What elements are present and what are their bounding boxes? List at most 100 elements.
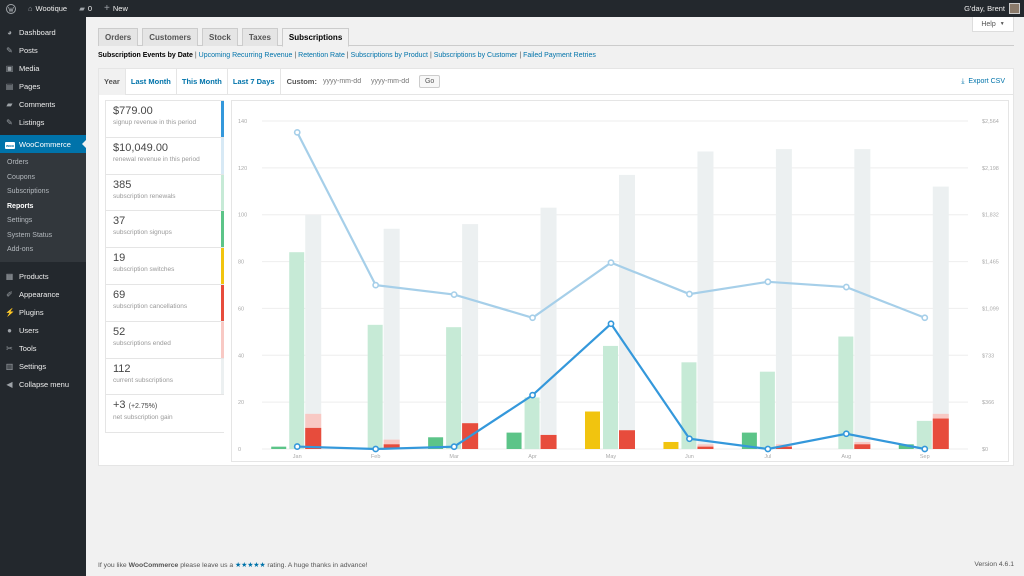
submenu-orders[interactable]: Orders: [7, 159, 29, 166]
legend-item[interactable]: 19 subscription switches: [106, 248, 224, 285]
legend-swatch: [221, 174, 224, 211]
chart-legend: $779.00 signup revenue in this period $10,…: [105, 100, 224, 434]
avatar: [1009, 3, 1020, 14]
line-point: [529, 391, 536, 399]
submenu-add-ons[interactable]: Add-ons: [7, 246, 34, 253]
range-last-month[interactable]: Last Month: [126, 68, 177, 95]
line-point: [293, 443, 301, 450]
subnav-link[interactable]: Subscriptions by Customer: [433, 52, 518, 59]
submenu-coupons[interactable]: Coupons: [7, 173, 36, 181]
legend-value: 112: [113, 362, 131, 375]
menu-label: Comments: [19, 99, 56, 109]
legend-value: 69: [113, 288, 126, 301]
bar-renewals: [759, 371, 775, 449]
box-icon: ▦: [5, 272, 14, 281]
menu-label: Tools: [19, 344, 37, 353]
admin-sidebar: ◕ Dashboard ✎ Posts ▣ Media ▤ Pages ▰ Comments ✎ Li…: [0, 17, 86, 576]
y2-tick-label: $366: [982, 400, 994, 406]
site-name-link[interactable]: ⌂ Wootique: [22, 0, 73, 17]
line-point: [686, 435, 693, 443]
tab-subscriptions[interactable]: Subscriptions: [281, 28, 350, 47]
x-tick-label: Jun: [685, 454, 694, 460]
legend-label: net subscription gain: [113, 414, 173, 422]
report-subnav: Subscription Events by Date | Upcoming R…: [98, 52, 596, 59]
y-tick-label: 80: [238, 260, 244, 266]
legend-swatch: [221, 211, 224, 248]
help-tab[interactable]: Help ▼: [972, 17, 1014, 32]
menu-products[interactable]: ▦ Products: [0, 268, 86, 286]
media-icon: ▣: [5, 63, 14, 73]
start-date-input[interactable]: [322, 78, 365, 85]
brush-icon: ✐: [6, 290, 13, 299]
range-year[interactable]: Year: [99, 68, 126, 95]
menu-plugins[interactable]: ⚡ Plugins: [0, 304, 86, 322]
subnav-link[interactable]: Subscription Events by Date: [98, 52, 193, 59]
comment-icon: ▰: [79, 4, 85, 13]
range-this-month[interactable]: This Month: [177, 68, 228, 95]
subnav-link[interactable]: Failed Payment Retries: [523, 52, 596, 59]
line-point: [293, 128, 301, 136]
tab-stock[interactable]: Stock: [202, 28, 238, 46]
go-button[interactable]: Go: [418, 75, 441, 88]
menu-label: WooCommerce: [19, 139, 71, 149]
pin-icon: ✎: [6, 117, 13, 127]
tab-orders[interactable]: Orders: [98, 28, 139, 46]
y2-tick-label: $0: [982, 447, 988, 453]
menu-media[interactable]: ▣ Media: [0, 59, 86, 77]
range-last-7-days[interactable]: Last 7 Days: [228, 68, 281, 95]
line-point: [764, 445, 772, 453]
new-content-link[interactable]: + New: [98, 0, 134, 17]
tab-taxes[interactable]: Taxes: [241, 28, 278, 46]
bar-ended: [383, 439, 400, 449]
menu-posts[interactable]: ✎ Posts: [0, 41, 86, 59]
menu-listings[interactable]: ✎ Listings: [0, 113, 86, 131]
settings-icon: ▥: [5, 362, 14, 371]
legend-item[interactable]: $779.00 signup revenue in this period: [106, 101, 224, 138]
menu-comments[interactable]: ▰ Comments: [0, 95, 86, 113]
export-csv-link[interactable]: ⤓ Export CSV: [961, 78, 1005, 86]
subnav-link[interactable]: Retention Rate: [298, 52, 345, 59]
x-tick-label: Jan: [293, 454, 302, 460]
menu-collapse-menu[interactable]: ◀ Collapse menu: [0, 376, 86, 394]
bar-signups: [428, 437, 444, 449]
bar-current: [619, 174, 635, 449]
account-menu[interactable]: G'day, Brent: [964, 3, 1024, 14]
legend-item[interactable]: 112 current subscriptions: [106, 358, 224, 396]
greeting: G'day, Brent: [964, 4, 1005, 13]
line-point: [842, 283, 850, 291]
submenu-settings[interactable]: Settings: [7, 217, 33, 224]
bar-switches: [585, 411, 600, 449]
subnav-link[interactable]: Subscriptions by Product: [350, 52, 428, 59]
menu-users[interactable]: ● Users: [0, 322, 86, 340]
submenu-subscriptions[interactable]: Subscriptions: [7, 188, 50, 195]
menu-appearance[interactable]: ✐ Appearance: [0, 286, 86, 304]
line-point: [607, 320, 615, 328]
y2-tick-label: $1,832: [982, 213, 999, 219]
end-date-input[interactable]: [370, 78, 413, 85]
tab-customers[interactable]: Customers: [142, 28, 199, 46]
submenu-reports[interactable]: Reports: [7, 202, 34, 210]
subnav-link[interactable]: Upcoming Recurring Revenue: [198, 52, 293, 59]
legend-item[interactable]: +3 (+2.75%) net subscription gain: [106, 395, 224, 433]
menu-dashboard[interactable]: ◕ Dashboard: [0, 23, 86, 41]
legend-item[interactable]: 69 subscription cancellations: [106, 284, 224, 322]
legend-item[interactable]: 37 subscription signups: [106, 211, 224, 249]
menu-pages[interactable]: ▤ Pages: [0, 77, 86, 95]
legend-item[interactable]: $10,049.00 renewal revenue in this period: [106, 137, 224, 175]
legend-item[interactable]: 52 subscriptions ended: [106, 321, 224, 359]
report-tabs: Orders Customers Stock Taxes Subscriptions: [98, 28, 1014, 47]
menu-settings[interactable]: ▥ Settings: [0, 358, 86, 376]
y2-tick-label: $2,198: [982, 166, 999, 172]
menu-woocommerce[interactable]: woo WooCommerce: [0, 135, 86, 153]
wrench-icon: ✂: [6, 344, 13, 353]
submenu-system-status[interactable]: System Status: [7, 231, 53, 239]
y-tick-label: 120: [238, 166, 247, 172]
line-point: [921, 314, 929, 322]
menu-tools[interactable]: ✂ Tools: [0, 340, 86, 358]
bar-renewals: [367, 324, 383, 449]
legend-item[interactable]: 385 subscription renewals: [106, 174, 224, 212]
y-tick-label: 140: [238, 119, 247, 125]
subscription-events-chart: 0 $0 20 $366 40 $733 60 $1,099 80 $1,465 100 $1,832…: [238, 119, 999, 460]
wordpress-logo-icon[interactable]: [0, 0, 22, 17]
comments-link[interactable]: ▰ 0: [73, 0, 98, 17]
